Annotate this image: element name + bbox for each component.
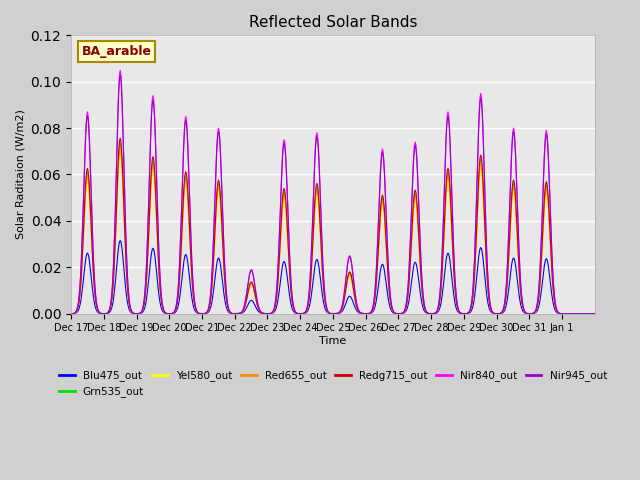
Yel580_out [252, 295, 259, 300]
Grn535_out [417, 269, 424, 275]
Red655_out [252, 294, 259, 300]
Grn535_out [387, 304, 395, 310]
Line: Blu475_out: Blu475_out [71, 240, 595, 313]
Text: BA_arable: BA_arable [81, 45, 152, 58]
Nir945_out [591, 311, 598, 316]
Nir945_out [116, 72, 124, 78]
Redg715_out [417, 268, 424, 274]
Nir945_out [387, 301, 395, 307]
Blu475_out [417, 293, 424, 299]
Red655_out [271, 303, 279, 309]
Grn535_out [67, 311, 75, 316]
Yel580_out [129, 311, 137, 316]
Red655_out [387, 304, 395, 310]
Nir945_out [129, 310, 137, 316]
Line: Nir945_out: Nir945_out [71, 75, 595, 313]
Nir945_out [271, 300, 279, 306]
Redg715_out [129, 310, 137, 316]
Blu475_out [252, 303, 259, 309]
Line: Nir840_out: Nir840_out [71, 70, 595, 313]
Red655_out [226, 309, 234, 315]
Nir945_out [226, 308, 234, 314]
Redg715_out [591, 311, 598, 316]
Redg715_out [116, 135, 124, 141]
Line: Yel580_out: Yel580_out [71, 156, 595, 313]
Line: Red655_out: Red655_out [71, 148, 595, 313]
Blu475_out [591, 311, 598, 316]
Redg715_out [387, 303, 395, 309]
Red655_out [417, 270, 424, 276]
Yel580_out [591, 311, 598, 316]
Nir840_out [591, 311, 598, 316]
Blu475_out [387, 308, 395, 313]
Grn535_out [116, 140, 124, 146]
Grn535_out [226, 309, 234, 314]
Yel580_out [116, 153, 124, 158]
Blu475_out [67, 311, 75, 316]
Yel580_out [226, 309, 234, 315]
Y-axis label: Solar Raditaion (W/m2): Solar Raditaion (W/m2) [15, 109, 25, 240]
Red655_out [67, 311, 75, 316]
Yel580_out [67, 311, 75, 316]
Nir840_out [417, 251, 424, 257]
Nir840_out [226, 308, 234, 314]
Redg715_out [226, 309, 234, 314]
Red655_out [129, 310, 137, 316]
Yel580_out [387, 304, 395, 310]
Grn535_out [252, 294, 259, 300]
Blu475_out [129, 311, 137, 316]
Nir840_out [252, 287, 259, 292]
Title: Reflected Solar Bands: Reflected Solar Bands [249, 15, 417, 30]
Nir840_out [271, 300, 279, 306]
Line: Redg715_out: Redg715_out [71, 138, 595, 313]
Blu475_out [271, 308, 279, 313]
Redg715_out [252, 293, 259, 299]
Grn535_out [271, 303, 279, 309]
Redg715_out [271, 303, 279, 309]
Nir945_out [417, 252, 424, 258]
Nir840_out [129, 310, 137, 316]
Nir840_out [67, 311, 75, 316]
Legend: Blu475_out, Grn535_out, Yel580_out, Red655_out, Redg715_out, Nir840_out, Nir945_: Blu475_out, Grn535_out, Yel580_out, Red6… [55, 366, 611, 401]
Red655_out [116, 145, 124, 151]
X-axis label: Time: Time [319, 336, 346, 346]
Blu475_out [116, 238, 124, 243]
Nir945_out [67, 311, 75, 316]
Nir840_out [116, 67, 124, 73]
Nir840_out [387, 300, 395, 306]
Blu475_out [226, 310, 234, 316]
Grn535_out [129, 310, 137, 316]
Yel580_out [417, 272, 424, 278]
Redg715_out [67, 311, 75, 316]
Yel580_out [271, 304, 279, 310]
Red655_out [591, 311, 598, 316]
Line: Grn535_out: Grn535_out [71, 143, 595, 313]
Nir945_out [252, 287, 259, 293]
Grn535_out [591, 311, 598, 316]
